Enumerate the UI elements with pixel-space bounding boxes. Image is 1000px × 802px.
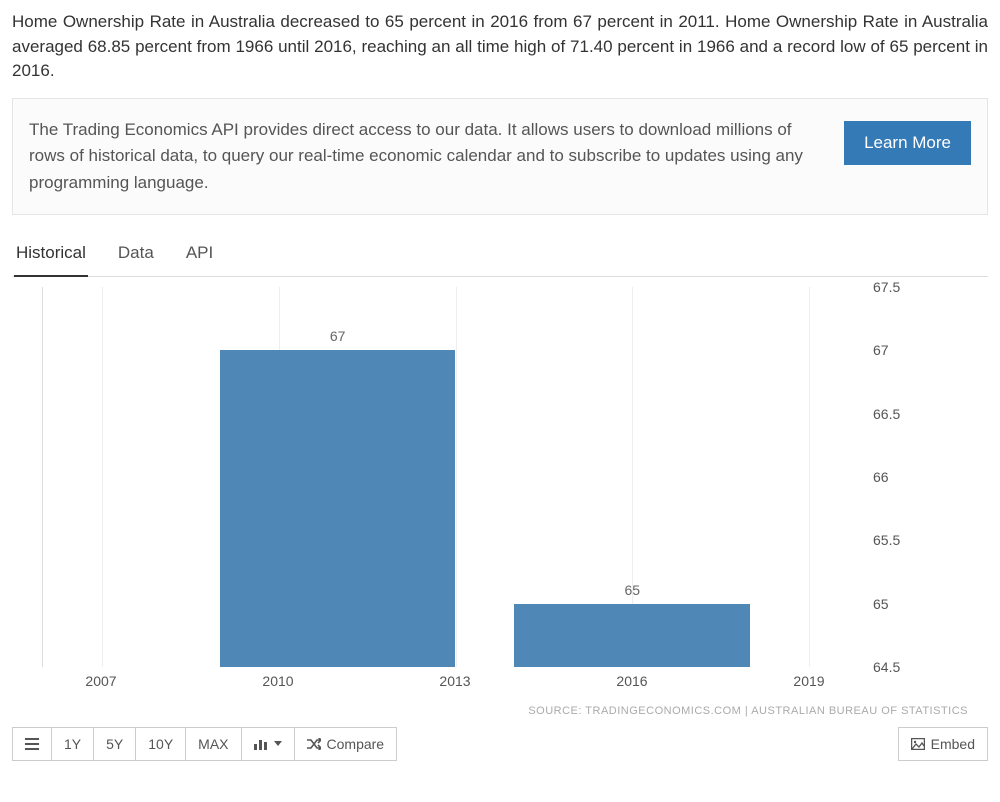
range-max-button[interactable]: MAX — [185, 727, 241, 761]
range-1y-button[interactable]: 1Y — [51, 727, 94, 761]
range-5y-button[interactable]: 5Y — [93, 727, 136, 761]
api-promo-panel: The Trading Economics API provides direc… — [12, 98, 988, 215]
y-tick-label: 67.5 — [873, 279, 900, 295]
caret-down-icon — [274, 741, 282, 746]
left-button-group: 1Y 5Y 10Y MAX Compare — [12, 727, 397, 761]
x-tick-label: 2010 — [262, 673, 293, 689]
y-tick-label: 66 — [873, 469, 889, 485]
compare-label: Compare — [327, 736, 385, 752]
list-view-button[interactable] — [12, 727, 52, 761]
range-10y-button[interactable]: 10Y — [135, 727, 186, 761]
y-tick-label: 65 — [873, 596, 889, 612]
compare-button[interactable]: Compare — [294, 727, 398, 761]
image-icon — [911, 738, 925, 750]
x-tick-label: 2013 — [439, 673, 470, 689]
list-icon — [25, 738, 39, 750]
chart-type-button[interactable] — [241, 727, 295, 761]
learn-more-button[interactable]: Learn More — [844, 121, 971, 165]
embed-label: Embed — [931, 736, 975, 752]
tabs: Historical Data API — [12, 233, 988, 277]
y-tick-label: 65.5 — [873, 532, 900, 548]
tab-historical[interactable]: Historical — [14, 233, 88, 277]
chart-container: 64.56565.56666.56767.5 6765 200720102013… — [12, 287, 988, 717]
x-tick-label: 2007 — [85, 673, 116, 689]
x-tick-label: 2016 — [616, 673, 647, 689]
bar-chart-icon — [254, 738, 268, 750]
chart-toolbar: 1Y 5Y 10Y MAX Compare Embed — [12, 727, 988, 761]
chart-plot-area: 64.56565.56666.56767.5 6765 — [42, 287, 868, 667]
y-tick-label: 67 — [873, 342, 889, 358]
tab-api[interactable]: API — [184, 233, 215, 277]
y-tick-label: 64.5 — [873, 659, 900, 675]
x-axis-labels: 2007 2010 2013 2016 2019 — [42, 673, 868, 697]
embed-button[interactable]: Embed — [898, 727, 988, 761]
chart-bar: 65 — [514, 604, 750, 667]
bar-value-label: 67 — [220, 328, 456, 344]
intro-text: Home Ownership Rate in Australia decreas… — [12, 10, 988, 84]
shuffle-icon — [307, 738, 321, 750]
y-axis-labels: 64.56565.56666.56767.5 — [873, 287, 928, 667]
x-tick-label: 2019 — [793, 673, 824, 689]
bar-value-label: 65 — [514, 582, 750, 598]
chart-bar: 67 — [220, 350, 456, 667]
chart-source: SOURCE: TRADINGECONOMICS.COM | AUSTRALIA… — [12, 705, 968, 717]
tab-data[interactable]: Data — [116, 233, 156, 277]
right-button-group: Embed — [898, 727, 988, 761]
api-promo-text: The Trading Economics API provides direc… — [29, 117, 828, 196]
y-tick-label: 66.5 — [873, 406, 900, 422]
